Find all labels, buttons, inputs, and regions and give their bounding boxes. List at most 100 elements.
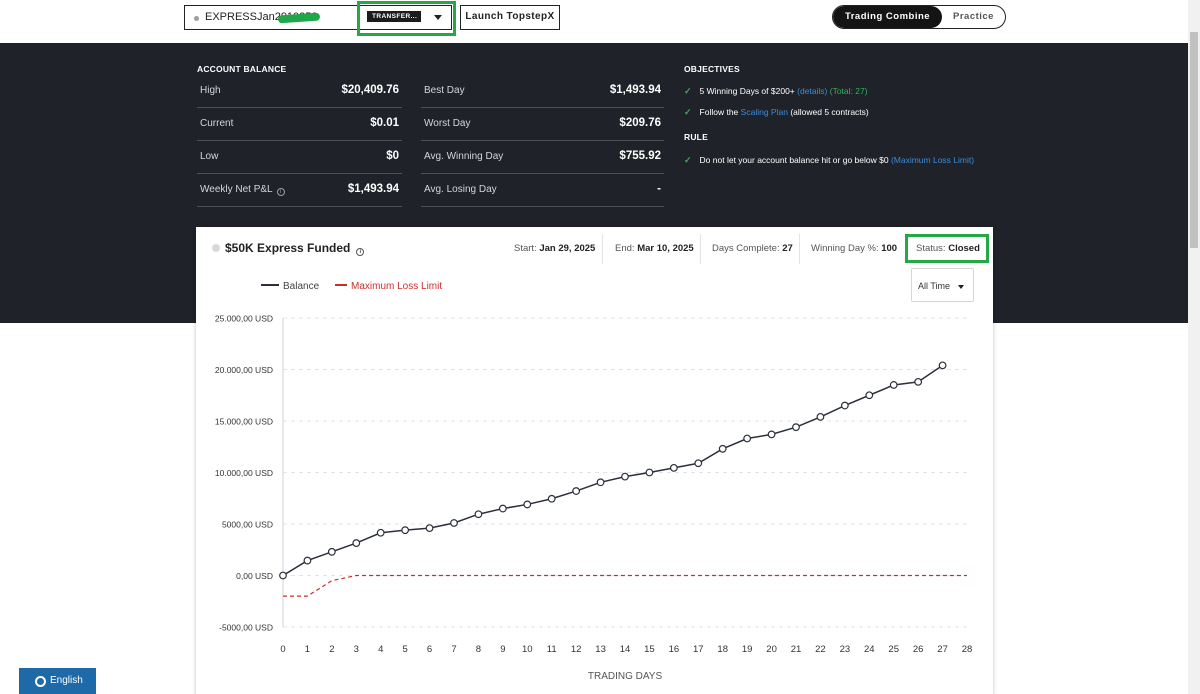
balance-point: [498, 504, 507, 513]
rule-title: RULE: [684, 132, 708, 142]
x-tick-label: 26: [913, 644, 924, 655]
stat-value: $1,493.94: [609, 84, 661, 96]
legend-mll-label: Maximum Loss Limit: [351, 281, 443, 292]
stat-row-current: Current $0.01: [197, 108, 402, 141]
legend-max-loss-limit[interactable]: Maximum Loss Limit: [335, 281, 442, 292]
mode-trading-combine[interactable]: Trading Combine: [833, 6, 942, 28]
max-loss-limit-line: [283, 574, 967, 597]
time-range-select[interactable]: All Time: [911, 268, 974, 302]
chevron-down-icon[interactable]: [434, 15, 442, 20]
x-tick-label: 21: [791, 644, 802, 655]
rule-max-loss: ✓ Do not let your account balance hit or …: [684, 155, 974, 166]
stat-label: Low: [200, 151, 219, 162]
balance-point: [938, 361, 947, 370]
balance-point: [694, 459, 703, 468]
x-tick-label: 22: [815, 644, 826, 655]
stat-value: $755.92: [619, 150, 661, 162]
y-tick-label: 20.000,00 USD: [215, 365, 273, 375]
balance-chart: 25.000,00 USD 20.000,00 USD 15.000,00 USD 1…: [215, 314, 972, 683]
status-label: Status:: [916, 243, 946, 254]
stat-label: Best Day: [424, 85, 465, 96]
balance-point: [401, 526, 410, 535]
chart-series: [279, 361, 967, 597]
objective-total: (Total: 27): [829, 86, 868, 96]
x-tick-label: 7: [451, 644, 456, 655]
highlight-box-transfer: [357, 1, 456, 36]
divider: [602, 234, 603, 264]
legend-dash-swatch: [335, 284, 347, 286]
balance-point: [425, 524, 434, 533]
highlight-box-status: [905, 234, 989, 263]
stat-value: $0: [386, 150, 399, 162]
details-link[interactable]: (details): [797, 86, 828, 96]
language-label: English: [50, 675, 83, 686]
x-tick-label: 13: [595, 644, 606, 655]
scrollbar-thumb[interactable]: [1190, 32, 1198, 248]
x-tick-label: 2: [329, 644, 334, 655]
objective-text: Follow the: [699, 107, 739, 117]
info-icon[interactable]: i: [276, 188, 285, 196]
divider: [700, 234, 701, 264]
scaling-plan-link[interactable]: Scaling Plan: [740, 107, 788, 117]
check-icon: ✓: [684, 155, 692, 165]
balance-point: [840, 401, 849, 410]
y-axis: 25.000,00 USD 20.000,00 USD 15.000,00 USD 1…: [215, 314, 273, 633]
account-status-dot: [194, 16, 199, 21]
start-date: Start: Jan 29, 2025: [514, 243, 595, 254]
x-tick-label: 19: [742, 644, 753, 655]
objective-text: 5 Winning Days of $200+: [699, 86, 795, 96]
account-chart-card: $50K Express Funded i Start: Jan 29, 2025…: [196, 227, 993, 694]
legend-balance-label: Balance: [283, 281, 320, 292]
x-tick-label: 18: [717, 644, 728, 655]
objective-scaling-plan: ✓ Follow the Scaling Plan (allowed 5 cont…: [684, 107, 869, 118]
x-tick-label: 15: [644, 644, 655, 655]
max-loss-limit-link[interactable]: (Maximum Loss Limit): [890, 155, 975, 165]
language-button[interactable]: English: [19, 668, 96, 694]
divider: [799, 234, 800, 264]
end-date: End: Mar 10, 2025: [615, 243, 694, 254]
balance-point: [889, 381, 898, 389]
y-tick-label: -5000,00 USD: [219, 623, 273, 633]
x-tick-label: 20: [766, 644, 777, 655]
stat-label: High: [200, 85, 221, 96]
stat-row-avg-losing-day: Avg. Losing Day -: [421, 174, 664, 207]
balance-point: [767, 430, 776, 439]
legend-balance[interactable]: Balance: [261, 281, 319, 292]
x-tick-label: 27: [937, 644, 948, 655]
balance-point: [669, 463, 678, 472]
x-tick-label: 5: [402, 644, 407, 655]
balance-line: [282, 364, 943, 577]
check-icon: ✓: [684, 86, 692, 96]
account-balance-title: ACCOUNT BALANCE: [197, 64, 287, 74]
objectives-title: OBJECTIVES: [684, 64, 740, 74]
launch-topstepx-button[interactable]: Launch TopstepX: [460, 5, 560, 30]
stat-row-worst-day: Worst Day $209.76: [421, 108, 664, 141]
balance-point: [547, 494, 556, 503]
balance-point: [572, 487, 581, 495]
x-axis: 0 1 2 3 4 5 6 7 8 9 10 11 12 13 14 15 16 17 18 19 20 21 22 23 24…: [280, 644, 972, 655]
x-tick-label: 24: [864, 644, 875, 655]
stat-value: $20,409.76: [341, 84, 399, 96]
y-tick-label: 25.000,00 USD: [215, 314, 273, 324]
x-tick-label: 14: [620, 644, 631, 655]
stat-value: -: [657, 183, 661, 195]
mode-practice[interactable]: Practice: [953, 11, 994, 22]
top-bar: EXPRESSJan2910258 TRANSFER... Launch Top…: [0, 0, 1188, 43]
balance-point: [718, 444, 727, 453]
x-tick-label: 25: [888, 644, 899, 655]
info-icon[interactable]: i: [356, 248, 365, 256]
x-tick-label: 3: [354, 644, 359, 655]
x-tick-label: 0: [280, 644, 285, 655]
y-tick-label: 10.000,00 USD: [215, 468, 273, 478]
stat-value: $0.01: [370, 117, 399, 129]
transfer-badge[interactable]: TRANSFER...: [367, 11, 421, 22]
page-scrollbar[interactable]: [1188, 0, 1200, 694]
x-tick-label: 1: [305, 644, 310, 655]
balance-point: [816, 412, 825, 421]
y-tick-label: 0,00 USD: [236, 571, 273, 581]
stat-row-low: Low $0: [197, 141, 402, 174]
stat-row-avg-winning-day: Avg. Winning Day $755.92: [421, 141, 664, 174]
balance-point: [792, 423, 800, 432]
x-tick-label: 4: [378, 644, 383, 655]
x-tick-label: 6: [427, 644, 432, 655]
